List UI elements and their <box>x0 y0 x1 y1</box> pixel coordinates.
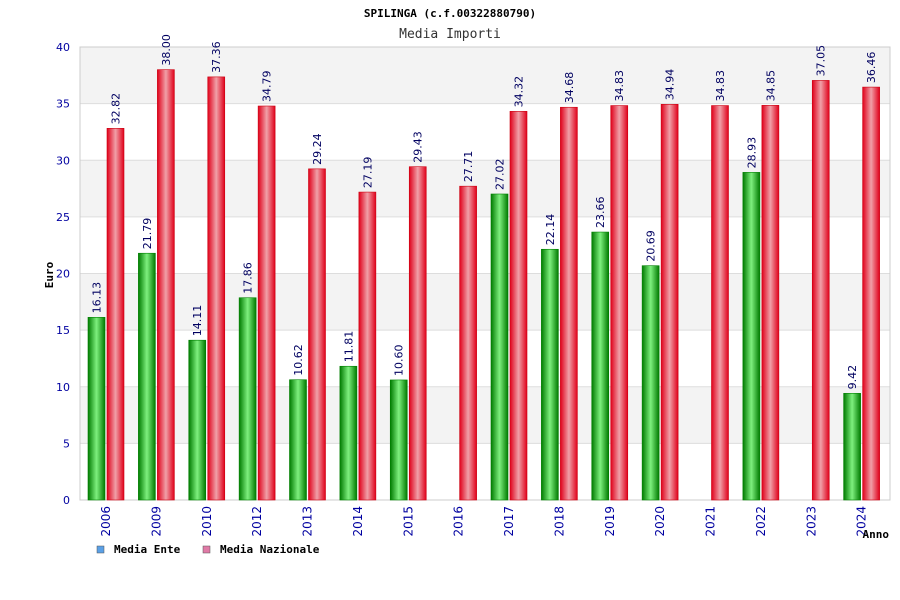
bar-media-nazionale <box>560 106 578 501</box>
legend-label: Media Nazionale <box>220 543 320 556</box>
data-label: 11.81 <box>342 331 355 363</box>
bar-media-ente <box>188 339 207 501</box>
y-tick-label: 35 <box>56 98 70 111</box>
bar-media-nazionale <box>509 111 528 501</box>
bar-media-nazionale <box>711 105 729 501</box>
bar-media-ente <box>843 393 861 501</box>
bar-media-nazionale <box>408 166 427 501</box>
x-tick-label: 2017 <box>502 506 516 537</box>
chart-title: SPILINGA (c.f.00322880790) <box>364 7 536 20</box>
bar-media-ente <box>339 365 358 501</box>
x-tick-label: 2010 <box>200 506 214 537</box>
legend-label: Media Ente <box>114 543 181 556</box>
x-tick-label: 2019 <box>603 506 617 537</box>
x-tick-label: 2024 <box>855 506 869 537</box>
data-label: 23.66 <box>594 197 607 229</box>
data-label: 17.86 <box>242 262 255 294</box>
x-tick-label: 2022 <box>754 506 768 537</box>
x-tick-label: 2023 <box>804 506 818 537</box>
y-tick-label: 30 <box>56 154 70 167</box>
data-label: 34.85 <box>764 70 777 102</box>
chart-subtitle: Media Importi <box>399 27 501 42</box>
x-tick-label: 2009 <box>149 506 163 537</box>
data-label: 34.83 <box>714 70 727 102</box>
x-tick-label: 2015 <box>401 506 415 537</box>
y-axis: 0 5 10 15 20 25 30 35 40 <box>56 41 70 507</box>
data-label: 36.46 <box>865 52 878 84</box>
data-label: 27.19 <box>361 157 374 189</box>
legend-swatch <box>202 545 211 554</box>
data-label: 21.79 <box>141 218 154 250</box>
x-tick-label: 2018 <box>552 506 566 537</box>
legend-swatch <box>96 545 105 554</box>
bar-media-ente <box>742 172 761 501</box>
data-label: 37.36 <box>210 41 223 73</box>
bar-media-nazionale <box>610 105 629 501</box>
x-tick-label: 2021 <box>704 506 718 537</box>
data-label: 22.14 <box>544 214 557 246</box>
y-tick-label: 10 <box>56 381 70 394</box>
y-tick-label: 20 <box>56 268 70 281</box>
bar-media-ente <box>591 231 610 501</box>
bar-media-nazionale <box>862 86 880 501</box>
data-label: 9.42 <box>846 365 859 390</box>
bar-media-nazionale <box>308 168 326 501</box>
y-tick-label: 5 <box>63 437 70 450</box>
data-label: 10.60 <box>393 344 406 376</box>
bar-media-nazionale <box>358 191 377 501</box>
bar-media-nazionale <box>459 185 477 501</box>
data-label: 38.00 <box>160 34 173 66</box>
data-label: 37.05 <box>815 45 828 77</box>
bar-media-ente <box>289 379 307 501</box>
bar-media-ente <box>238 297 257 501</box>
plot-area <box>79 46 891 501</box>
data-label: 16.13 <box>91 282 104 314</box>
bar-media-ente <box>87 317 106 501</box>
data-label: 27.02 <box>494 158 507 190</box>
bar-media-ente <box>541 248 559 501</box>
y-tick-label: 25 <box>56 211 70 224</box>
legend: Media Ente Media Nazionale <box>96 543 320 556</box>
x-tick-label: 2020 <box>653 506 667 537</box>
y-tick-label: 15 <box>56 324 70 337</box>
x-tick-label: 2016 <box>452 506 466 537</box>
data-label: 14.11 <box>191 305 204 337</box>
data-label: 27.71 <box>462 151 475 183</box>
data-label: 34.94 <box>664 69 677 101</box>
data-label: 34.68 <box>563 72 576 104</box>
bar-media-nazionale <box>157 69 175 501</box>
data-label: 29.43 <box>412 131 425 163</box>
bar-media-ente <box>490 193 509 501</box>
bar-media-nazionale <box>106 128 125 501</box>
data-label: 34.83 <box>613 70 626 102</box>
x-tick-label: 2013 <box>301 506 315 537</box>
y-tick-label: 40 <box>56 41 70 54</box>
x-tick-label: 2012 <box>250 506 264 537</box>
bar-media-ente <box>138 252 156 501</box>
bar-media-nazionale <box>257 105 276 501</box>
bar-media-nazionale <box>660 104 679 501</box>
x-tick-label: 2014 <box>351 506 365 537</box>
x-tick-label: 2006 <box>99 506 113 537</box>
bar-media-ente <box>641 265 660 501</box>
data-label: 34.79 <box>261 71 274 103</box>
bars: 16.13 32.82 21.79 38.00 14.11 37.36 17.86 34.79… <box>87 34 880 501</box>
bar-media-nazionale <box>207 76 226 501</box>
bar-media-nazionale <box>811 80 830 501</box>
bar-media-ente <box>389 379 408 501</box>
data-label: 28.93 <box>745 137 758 169</box>
x-axis: 2006 2009 2010 2012 2013 2014 2015 2016 2017 2018… <box>99 506 869 537</box>
data-label: 34.32 <box>513 76 526 108</box>
y-tick-label: 0 <box>63 494 70 507</box>
y-axis-label: Euro <box>43 261 56 288</box>
x-axis-label: Anno <box>863 528 890 541</box>
data-label: 32.82 <box>110 93 123 125</box>
data-label: 29.24 <box>311 133 324 165</box>
data-label: 10.62 <box>292 344 305 376</box>
data-label: 20.69 <box>645 230 658 262</box>
bar-media-nazionale <box>761 105 780 501</box>
